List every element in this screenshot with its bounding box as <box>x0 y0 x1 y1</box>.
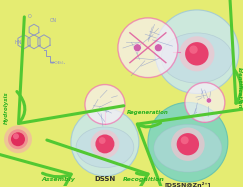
Circle shape <box>189 45 198 54</box>
Ellipse shape <box>154 124 222 172</box>
Text: Regeneration: Regeneration <box>127 110 169 115</box>
Circle shape <box>155 10 239 94</box>
Circle shape <box>99 137 106 144</box>
Text: Hydrolysis: Hydrolysis <box>3 91 9 124</box>
Text: CN: CN <box>50 18 57 23</box>
Circle shape <box>133 44 141 52</box>
Circle shape <box>85 85 125 124</box>
Circle shape <box>71 108 139 176</box>
FancyArrowPatch shape <box>137 109 243 187</box>
Text: DSSN: DSSN <box>94 176 116 182</box>
Circle shape <box>185 82 225 122</box>
Circle shape <box>13 133 19 139</box>
FancyArrowPatch shape <box>230 0 243 103</box>
Circle shape <box>171 128 205 161</box>
FancyArrowPatch shape <box>17 17 124 123</box>
Circle shape <box>148 102 228 182</box>
FancyArrowPatch shape <box>47 140 148 187</box>
Circle shape <box>11 132 25 146</box>
Ellipse shape <box>161 33 233 83</box>
Circle shape <box>155 44 162 52</box>
Text: Identification: Identification <box>237 67 242 108</box>
Circle shape <box>181 136 189 144</box>
Circle shape <box>95 134 114 153</box>
Text: HN: HN <box>15 40 23 45</box>
Circle shape <box>118 18 178 78</box>
Circle shape <box>4 125 32 153</box>
Circle shape <box>91 130 119 158</box>
Circle shape <box>185 42 208 65</box>
Circle shape <box>206 98 211 103</box>
Text: O: O <box>28 14 32 19</box>
Text: Recognition: Recognition <box>123 177 165 182</box>
Text: [DSSN@Zn²⁺]: [DSSN@Zn²⁺] <box>165 181 211 187</box>
Text: Si(OEt)₃: Si(OEt)₃ <box>50 61 66 65</box>
Circle shape <box>179 36 215 71</box>
Circle shape <box>177 133 199 155</box>
FancyArrowPatch shape <box>0 146 71 187</box>
Ellipse shape <box>76 127 134 168</box>
Circle shape <box>8 129 28 149</box>
Text: Assembly: Assembly <box>41 177 75 182</box>
